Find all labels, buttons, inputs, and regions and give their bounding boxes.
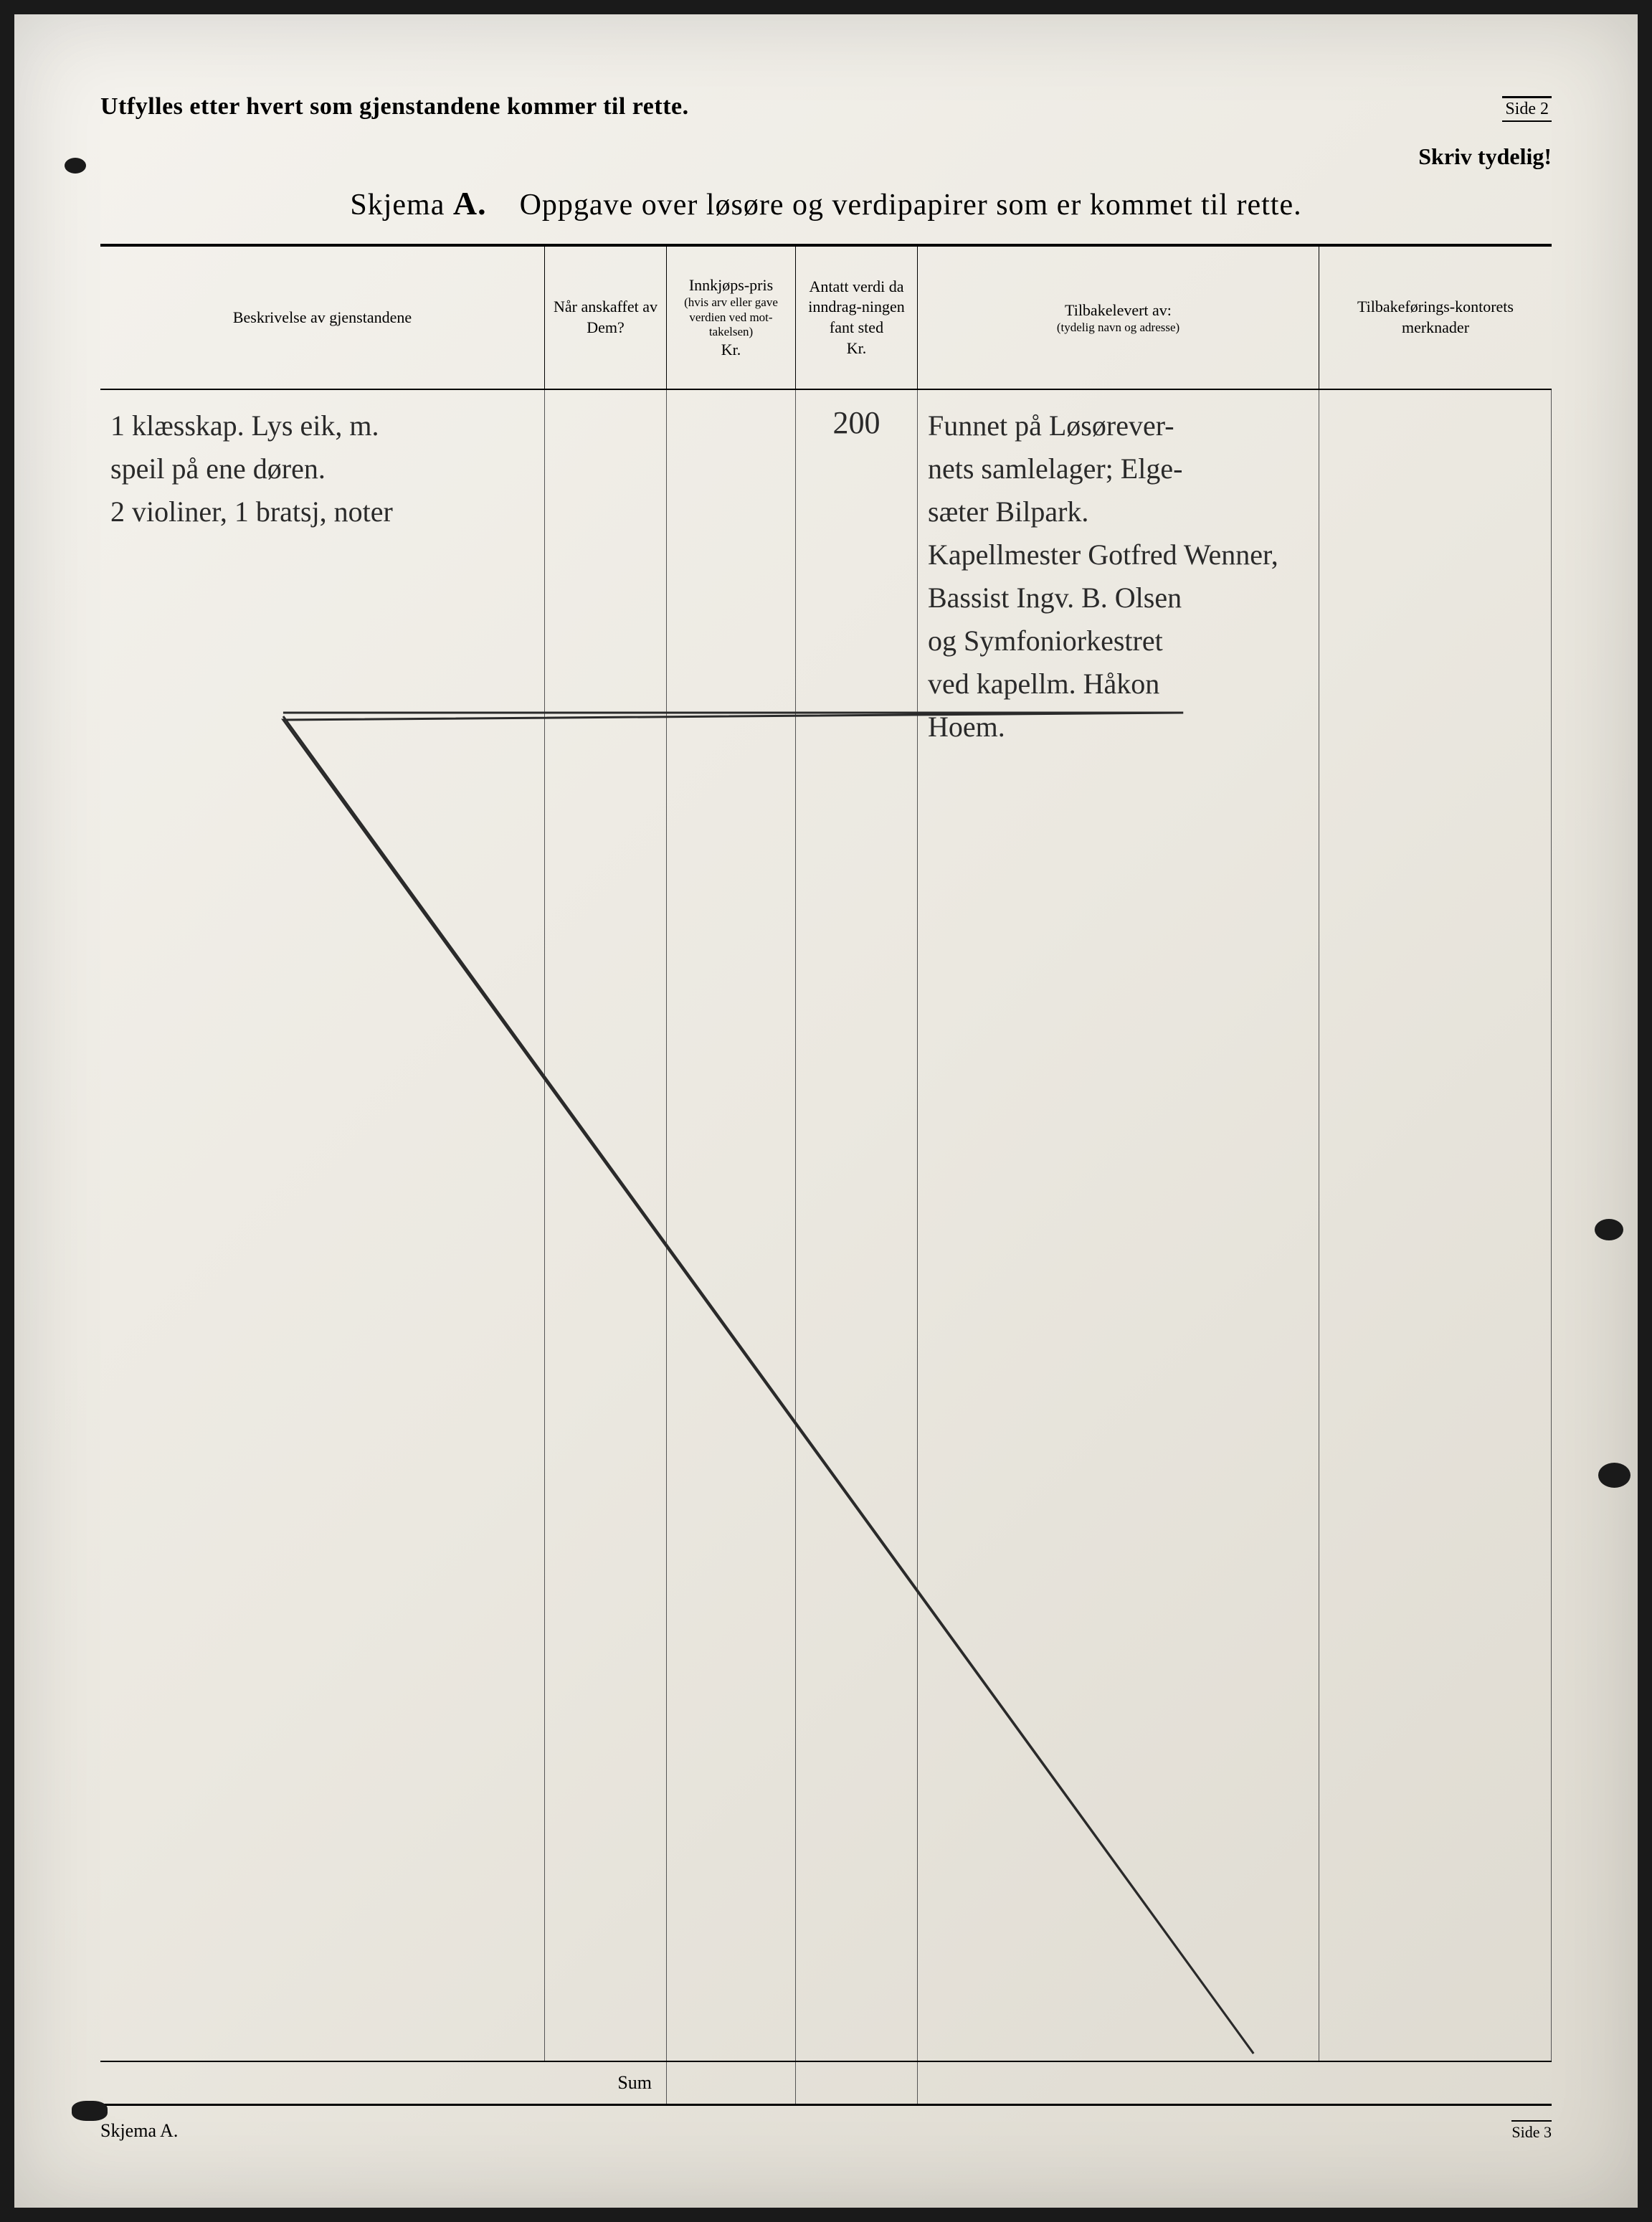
ink-spot — [72, 2101, 108, 2121]
col-description: Beskrivelse av gjenstandene — [100, 247, 545, 389]
entry-returned-by: Funnet på Løsørever- nets samlelager; El… — [918, 390, 1319, 2061]
ink-spot — [65, 158, 86, 174]
entry-description: 1 klæsskap. Lys eik, m. speil på ene dør… — [100, 390, 545, 2061]
entry-value: 200 — [796, 390, 918, 2061]
title-prefix: Skjema — [350, 189, 445, 222]
form-table: Beskrivelse av gjenstandene Når anskaffe… — [100, 244, 1552, 2106]
form-title: Skjema A. Oppgave over løsøre og verdipa… — [100, 184, 1552, 222]
top-row: Utfylles etter hvert som gjenstandene ko… — [100, 93, 1552, 122]
page-number-bottom: Side 3 — [1511, 2120, 1552, 2142]
col-returned-by: Tilbakelevert av: (tydelig navn og adres… — [918, 247, 1319, 389]
title-letter: A. — [453, 185, 487, 222]
ink-spot — [1595, 1219, 1623, 1240]
title-rest: Oppgave over løsøre og verdipapirer som … — [520, 189, 1302, 222]
table-header: Beskrivelse av gjenstandene Når anskaffe… — [100, 247, 1552, 390]
sum-label: Sum — [100, 2062, 667, 2104]
footer-row: Skjema A. Side 3 — [100, 2120, 1552, 2142]
col-price: Innkjøps-pris (hvis arv eller gave verdi… — [667, 247, 796, 389]
document-page: Utfylles etter hvert som gjenstandene ko… — [14, 14, 1638, 2208]
ink-spot — [1598, 1463, 1630, 1488]
entry-when — [545, 390, 667, 2061]
schema-label: Skjema A. — [100, 2120, 178, 2142]
table-body: 1 klæsskap. Lys eik, m. speil på ene dør… — [100, 390, 1552, 2061]
col-remarks: Tilbakeførings-kontorets merknader — [1319, 247, 1552, 389]
entry-price — [667, 390, 796, 2061]
write-clearly-note: Skriv tydelig! — [100, 143, 1552, 170]
entry-remarks — [1319, 390, 1552, 2061]
instruction-text: Utfylles etter hvert som gjenstandene ko… — [100, 93, 689, 120]
page-number-top: Side 2 — [1502, 96, 1552, 122]
col-when: Når anskaffet av Dem? — [545, 247, 667, 389]
col-value: Antatt verdi da inndrag-ningen fant sted… — [796, 247, 918, 389]
sum-row: Sum — [100, 2061, 1552, 2104]
